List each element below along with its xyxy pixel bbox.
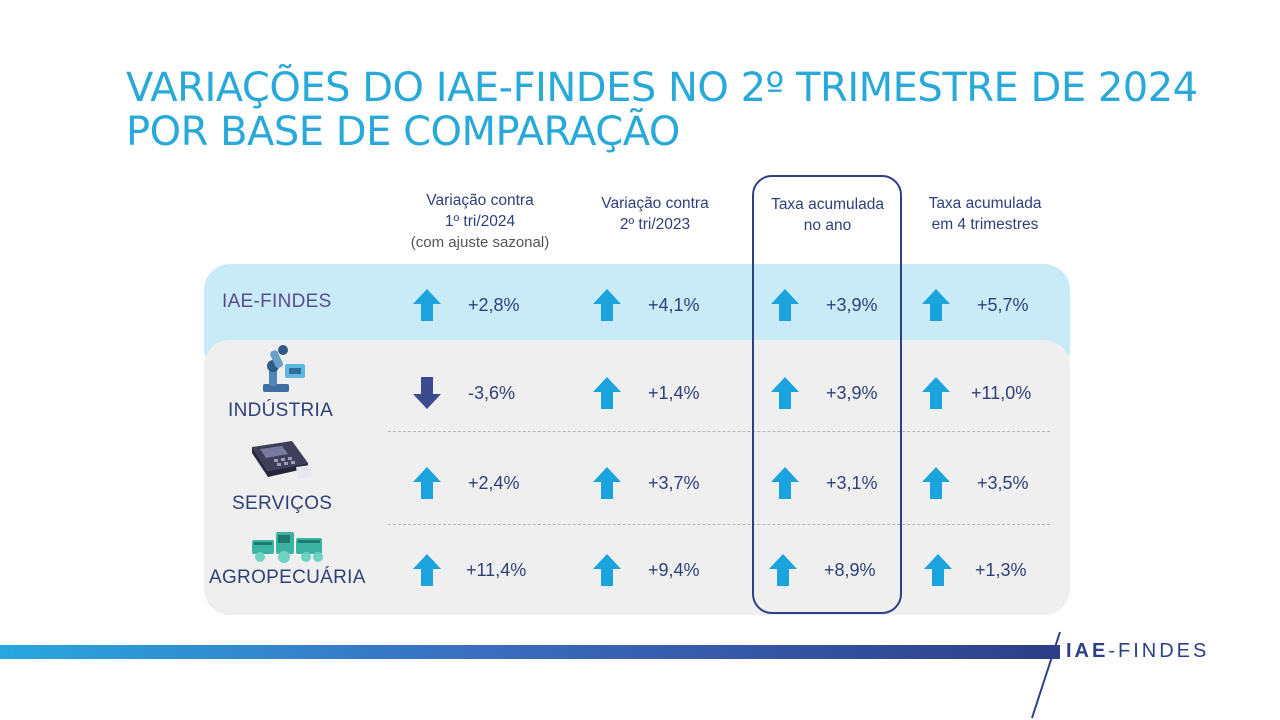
- arrow-up-icon: [413, 289, 441, 321]
- page-title: VARIAÇÕES DO IAE-FINDES NO 2º TRIMESTRE …: [126, 66, 1198, 154]
- arrow-up-icon: [413, 554, 441, 586]
- title-line-2: POR BASE DE COMPARAÇÃO: [126, 109, 680, 155]
- arrow-up-icon: [924, 554, 952, 586]
- arrow-up-icon: [593, 554, 621, 586]
- value: +3,9%: [826, 294, 878, 315]
- value: +3,7%: [648, 472, 700, 493]
- value: +2,4%: [468, 472, 520, 493]
- sectors-panel-background: [204, 340, 1070, 615]
- arrow-up-icon: [771, 467, 799, 499]
- arrow-up-icon: [771, 377, 799, 409]
- arrow-down-icon: [413, 377, 441, 409]
- cell-agropecuaria-col2: +9,4%: [592, 553, 718, 587]
- arrow-up-icon: [413, 467, 441, 499]
- value: +11,0%: [971, 382, 1032, 403]
- arrow-up-icon: [593, 289, 621, 321]
- row-label-industria: INDÚSTRIA: [228, 400, 334, 421]
- value: +4,1%: [648, 294, 700, 315]
- row-label-iae-findes: IAE-FINDES: [222, 291, 332, 312]
- cell-servicos-col4: +3,5%: [921, 466, 1047, 500]
- row-divider: [388, 524, 1050, 525]
- row-divider: [388, 431, 1050, 432]
- footer-gradient-bar: [0, 645, 1060, 659]
- arrow-up-icon: [922, 377, 950, 409]
- title-line-1: VARIAÇÕES DO IAE-FINDES NO 2º TRIMESTRE …: [126, 65, 1198, 111]
- value: +3,9%: [826, 382, 878, 403]
- arrow-up-icon: [593, 467, 621, 499]
- row-label-servicos: SERVIÇOS: [232, 493, 333, 514]
- value: +9,4%: [648, 559, 700, 580]
- cell-agropecuaria-col3: +8,9%: [768, 553, 894, 587]
- arrow-up-icon: [922, 289, 950, 321]
- value: -3,6%: [468, 382, 516, 403]
- column-header-4: Taxa acumulada em 4 trimestres: [928, 195, 1042, 233]
- robot-arm-icon: [263, 345, 305, 392]
- highlight-column-box: [752, 175, 902, 614]
- cell-agropecuaria-col4: +1,3%: [923, 553, 1045, 587]
- arrow-up-icon: [769, 554, 797, 586]
- cell-iae-findes-col4: +5,7%: [921, 288, 1047, 322]
- cell-iae-findes-col2: +4,1%: [592, 288, 718, 322]
- iae-findes-logo: IAE-FINDES: [1066, 640, 1210, 662]
- cell-agropecuaria-col1: +11,4%: [412, 553, 536, 587]
- value: +2,8%: [468, 294, 520, 315]
- cell-servicos-col3: +3,1%: [770, 466, 896, 500]
- cell-industria-col1: -3,6%: [412, 376, 538, 410]
- cell-industria-col3: +3,9%: [770, 376, 896, 410]
- arrow-up-icon: [922, 467, 950, 499]
- value: +8,9%: [824, 559, 876, 580]
- value: +3,1%: [826, 472, 878, 493]
- value: +3,5%: [977, 472, 1029, 493]
- farm-machinery-icon: [252, 532, 323, 563]
- column-header-1: Variação contra 1º tri/2024 (com ajuste …: [410, 192, 550, 251]
- value: +1,3%: [975, 559, 1027, 580]
- cell-industria-col4: +11,0%: [921, 376, 1041, 410]
- cell-iae-findes-col3: +3,9%: [770, 288, 896, 322]
- arrow-up-icon: [771, 289, 799, 321]
- column-header-2: Variação contra 2º tri/2023: [601, 195, 709, 233]
- cell-iae-findes-col1: +2,8%: [412, 288, 538, 322]
- column-header-3: Taxa acumulada no ano: [771, 196, 884, 234]
- value: +1,4%: [648, 382, 700, 403]
- cell-industria-col2: +1,4%: [592, 376, 718, 410]
- row-label-agropecuaria: AGROPECUÁRIA: [209, 567, 366, 588]
- card-machine-icon: [252, 441, 312, 479]
- value: +5,7%: [977, 294, 1029, 315]
- arrow-up-icon: [593, 377, 621, 409]
- value: +11,4%: [466, 559, 527, 580]
- cell-servicos-col2: +3,7%: [592, 466, 718, 500]
- cell-servicos-col1: +2,4%: [412, 466, 538, 500]
- logo-slash-icon: [1031, 631, 1061, 719]
